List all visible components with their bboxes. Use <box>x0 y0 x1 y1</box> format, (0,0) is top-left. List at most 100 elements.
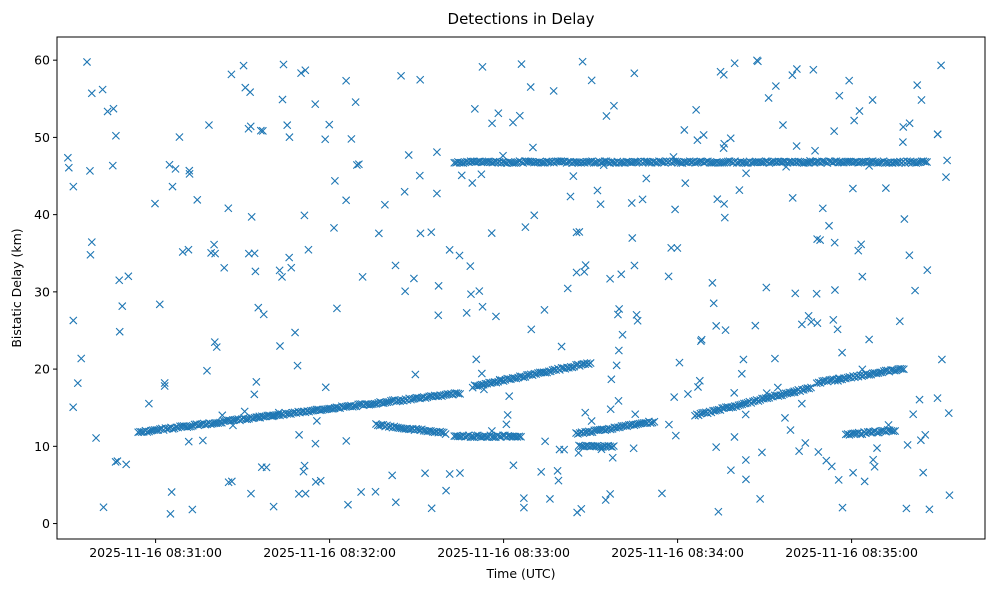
data-point-marker <box>311 439 320 448</box>
data-point-marker <box>240 407 249 416</box>
y-tick-label: 30 <box>34 284 50 299</box>
data-point-marker <box>827 462 836 471</box>
data-point-marker <box>797 399 806 408</box>
data-point-marker <box>456 389 465 398</box>
data-point-marker <box>488 119 497 128</box>
data-point-marker <box>573 508 582 517</box>
data-point-marker <box>257 463 266 472</box>
data-point-marker <box>224 204 233 213</box>
data-point-marker <box>470 104 479 113</box>
data-point-marker <box>833 325 842 334</box>
data-point-marker <box>650 417 659 426</box>
data-point-marker <box>581 261 590 270</box>
y-axis-label: Bistatic Delay (km) <box>9 228 24 347</box>
data-point-marker <box>889 427 898 436</box>
data-point-marker <box>762 283 771 292</box>
data-point-marker <box>503 410 512 419</box>
data-point-marker <box>834 376 843 385</box>
data-point-marker <box>563 284 572 293</box>
data-point-marker <box>843 373 852 382</box>
data-point-marker <box>502 420 511 429</box>
data-point-marker <box>98 85 107 94</box>
data-point-marker <box>630 69 639 78</box>
data-point-marker <box>434 311 443 320</box>
data-point-marker <box>228 421 237 430</box>
data-point-marker <box>899 365 908 374</box>
data-point-marker <box>124 272 133 281</box>
data-point-marker <box>185 166 194 175</box>
data-point-marker <box>909 410 918 419</box>
data-point-marker <box>612 361 621 370</box>
data-point-marker <box>589 158 598 167</box>
data-point-marker <box>490 378 499 387</box>
data-point-marker <box>814 447 823 456</box>
data-point-marker <box>671 205 680 214</box>
data-point-marker <box>945 491 954 500</box>
data-point-marker <box>545 494 554 503</box>
data-point-marker <box>709 299 718 308</box>
data-point-marker <box>629 444 638 453</box>
data-point-marker <box>903 440 912 449</box>
data-point-marker <box>521 223 530 232</box>
data-point-marker <box>400 187 409 196</box>
data-point-marker <box>835 374 844 383</box>
data-point-marker <box>330 223 338 232</box>
data-point-marker <box>887 426 896 435</box>
data-point-marker <box>278 95 287 104</box>
data-point-marker <box>325 120 334 129</box>
data-point-marker <box>667 243 676 252</box>
y-tick-label: 60 <box>34 53 50 68</box>
data-point-marker <box>601 496 610 505</box>
data-point-marker <box>786 426 795 435</box>
data-point-marker <box>670 393 679 402</box>
data-point-marker <box>858 365 867 374</box>
data-point-marker <box>811 146 820 155</box>
data-point-marker <box>944 409 953 418</box>
data-point-marker <box>491 312 500 321</box>
data-point-marker <box>797 320 806 329</box>
data-point-marker <box>574 448 583 457</box>
data-point-marker <box>432 148 441 157</box>
data-point-marker <box>609 442 618 451</box>
data-point-marker <box>250 390 259 399</box>
data-point-marker <box>113 457 122 466</box>
data-point-marker <box>283 121 292 130</box>
data-point-marker <box>730 59 739 68</box>
x-tick-label: 2025-11-16 08:34:00 <box>611 545 744 560</box>
data-point-marker <box>870 462 879 471</box>
data-point-marker <box>586 359 595 368</box>
data-point-marker <box>160 381 169 390</box>
data-point-marker <box>144 399 153 408</box>
data-point-marker <box>250 249 259 258</box>
data-point-marker <box>548 366 557 375</box>
data-point-marker <box>737 369 746 378</box>
data-point-marker <box>638 195 647 204</box>
y-tick-label: 50 <box>34 130 50 145</box>
data-point-marker <box>830 127 839 136</box>
data-point-marker <box>212 343 221 352</box>
data-point-marker <box>673 244 682 253</box>
data-point-marker <box>549 86 558 95</box>
data-point-marker <box>269 411 278 420</box>
data-point-marker <box>487 229 496 238</box>
data-point-marker <box>293 361 302 370</box>
x-tick-label: 2025-11-16 08:35:00 <box>785 545 918 560</box>
data-point-marker <box>342 76 351 85</box>
y-axis: 0 10 20 30 40 50 60 <box>34 53 57 531</box>
data-point-marker <box>165 160 174 169</box>
data-point-marker <box>466 433 475 442</box>
data-point-marker <box>895 317 904 326</box>
data-point-marker <box>279 60 288 69</box>
data-point-marker <box>606 274 615 283</box>
data-point-marker <box>921 430 930 439</box>
data-point-marker <box>87 238 96 247</box>
data-point-marker <box>683 390 692 398</box>
data-point-marker <box>416 229 425 238</box>
data-point-marker <box>300 461 309 470</box>
data-point-marker <box>397 71 406 80</box>
data-point-marker <box>69 403 78 412</box>
data-point-marker <box>411 370 420 379</box>
data-point-marker <box>873 444 882 453</box>
data-point-marker <box>575 227 584 236</box>
